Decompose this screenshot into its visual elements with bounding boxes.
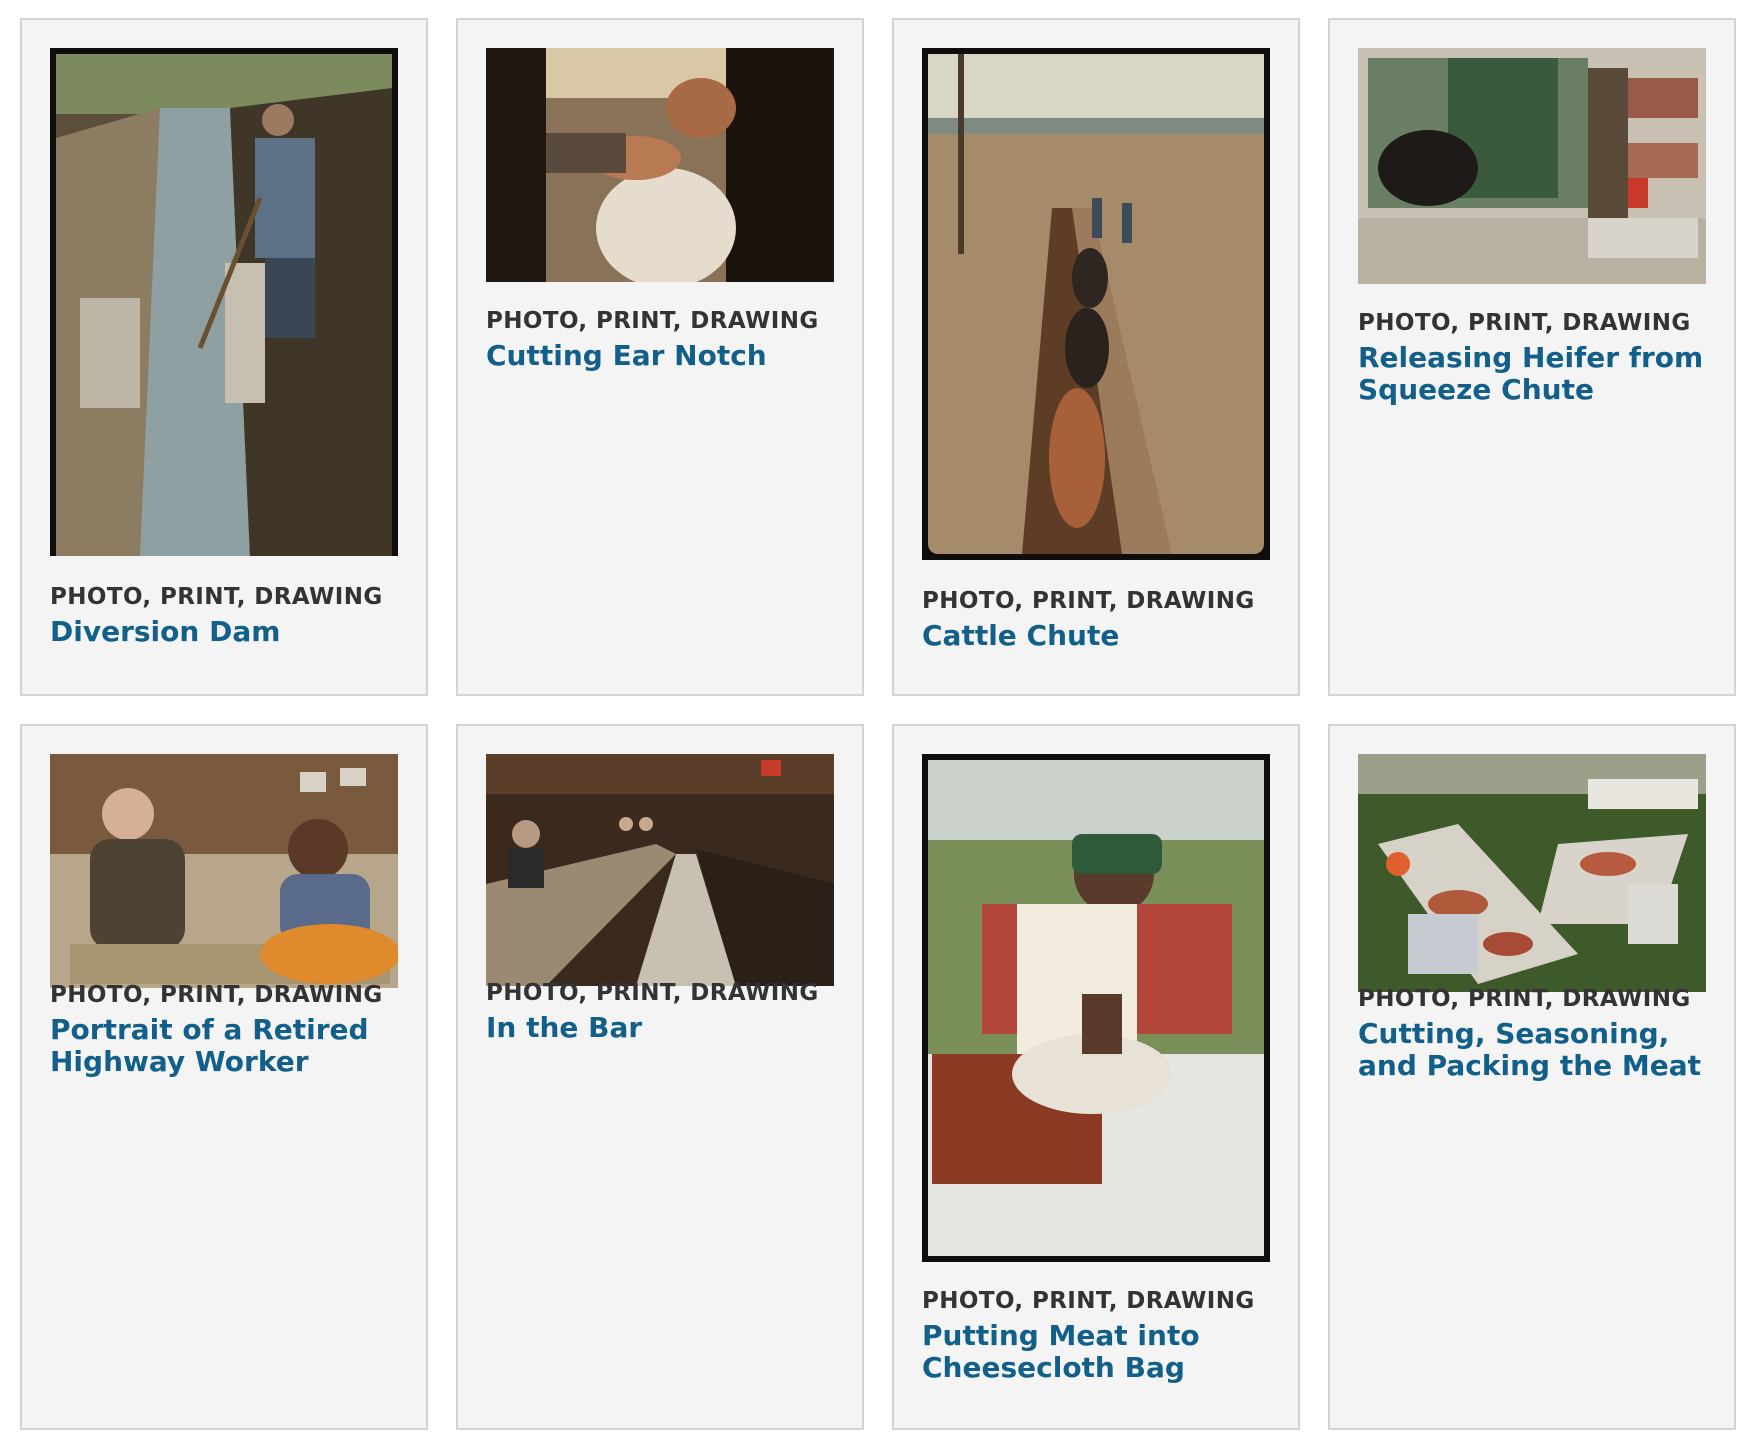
releasing-heifer-photo [1358, 48, 1706, 284]
result-card[interactable]: PHOTO, PRINT, DRAWING Releasing Heifer f… [1328, 18, 1736, 696]
result-card[interactable]: PHOTO, PRINT, DRAWING Portrait of a Reti… [20, 724, 428, 1430]
result-type-label: PHOTO, PRINT, DRAWING [922, 1288, 1255, 1314]
result-card[interactable]: PHOTO, PRINT, DRAWING Cutting, Seasoning… [1328, 724, 1736, 1430]
result-type-label: PHOTO, PRINT, DRAWING [1358, 986, 1691, 1012]
result-thumbnail[interactable] [1358, 48, 1706, 284]
result-title-link[interactable]: Putting Meat into Cheesecloth Bag [922, 1319, 1200, 1384]
result-type-label: PHOTO, PRINT, DRAWING [1358, 310, 1691, 336]
result-type-label: PHOTO, PRINT, DRAWING [486, 980, 819, 1006]
result-thumbnail[interactable] [1358, 754, 1706, 992]
result-title-link[interactable]: Cutting Ear Notch [486, 339, 767, 372]
result-title-link[interactable]: Diversion Dam [50, 615, 281, 648]
result-card[interactable]: PHOTO, PRINT, DRAWING Diversion Dam [20, 18, 428, 696]
result-thumbnail[interactable] [922, 754, 1270, 1262]
result-thumbnail[interactable] [50, 754, 398, 988]
result-title-link[interactable]: Releasing Heifer from Squeeze Chute [1358, 341, 1704, 406]
result-thumbnail[interactable] [486, 48, 834, 282]
result-thumbnail[interactable] [922, 48, 1270, 560]
result-type-label: PHOTO, PRINT, DRAWING [50, 982, 383, 1008]
meat-cheesecloth-photo [928, 760, 1264, 1256]
result-type-label: PHOTO, PRINT, DRAWING [486, 308, 819, 334]
result-card[interactable]: PHOTO, PRINT, DRAWING Cattle Chute [892, 18, 1300, 696]
result-type-label: PHOTO, PRINT, DRAWING [50, 584, 383, 610]
cutting-ear-notch-photo [486, 48, 834, 282]
result-thumbnail[interactable] [50, 48, 398, 556]
result-card[interactable]: PHOTO, PRINT, DRAWING In the Bar [456, 724, 864, 1430]
result-card[interactable]: PHOTO, PRINT, DRAWING Putting Meat into … [892, 724, 1300, 1430]
in-the-bar-photo [486, 754, 834, 986]
result-title-link[interactable]: Cattle Chute [922, 619, 1120, 652]
result-title-link[interactable]: Cutting, Seasoning, and Packing the Meat [1358, 1017, 1702, 1082]
result-card[interactable]: PHOTO, PRINT, DRAWING Cutting Ear Notch [456, 18, 864, 696]
result-title-link[interactable]: In the Bar [486, 1011, 643, 1044]
result-type-label: PHOTO, PRINT, DRAWING [922, 588, 1255, 614]
retired-highway-worker-photo [50, 754, 398, 988]
result-title-link[interactable]: Portrait of a Retired Highway Worker [50, 1013, 369, 1078]
result-thumbnail[interactable] [486, 754, 834, 986]
diversion-dam-photo [56, 54, 392, 556]
cutting-seasoning-packing-photo [1358, 754, 1706, 992]
cattle-chute-photo [928, 54, 1264, 554]
